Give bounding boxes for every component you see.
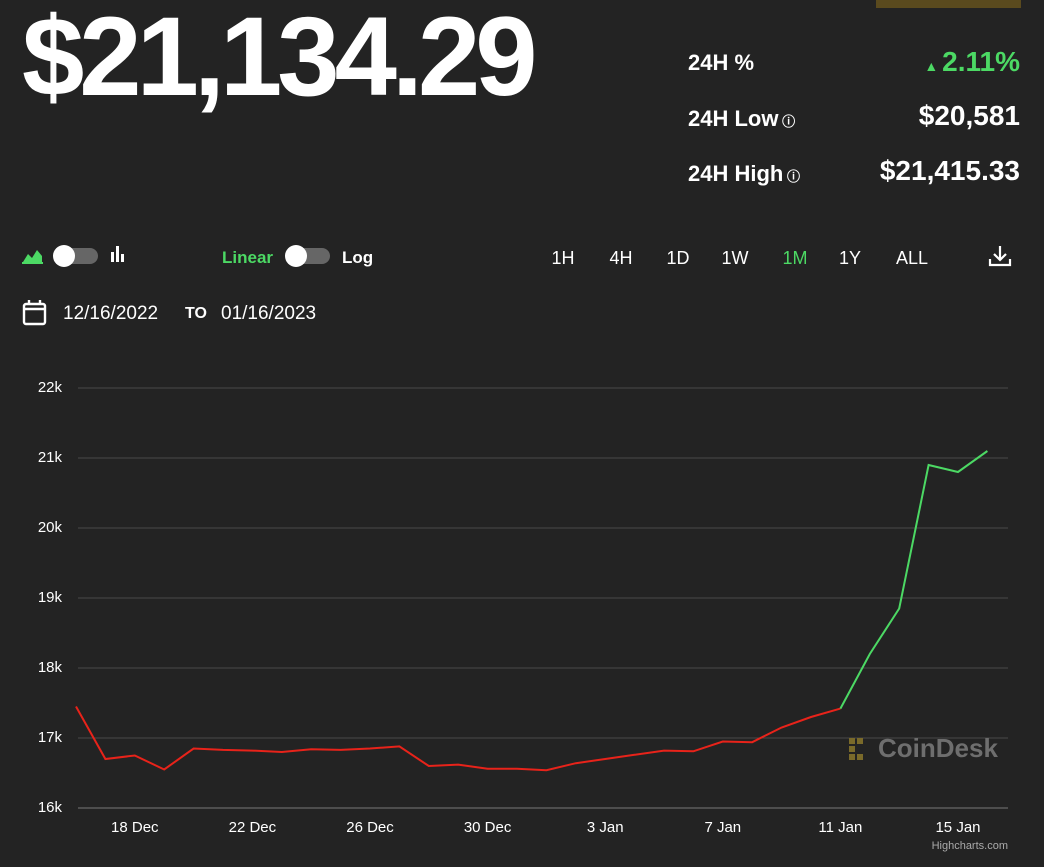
stat-label: 24H Low ⓘ [688,106,796,131]
range-button[interactable]: 1M [782,248,808,268]
range-button[interactable]: 1W [721,248,749,268]
range-button[interactable]: 1H [551,248,575,268]
stat-label: 24H High ⓘ [688,161,800,186]
date-from[interactable]: 12/16/2022 [63,303,159,324]
range-button[interactable]: 1D [666,248,690,268]
range-button[interactable]: ALL [895,248,929,268]
watermark: CoinDesk [878,733,998,763]
watermark-logo [849,738,863,760]
stat-label-text: 24H Low [688,106,779,131]
stat-value: $20,581 [918,100,1020,131]
chart-type-toggle[interactable] [22,244,132,270]
x-tick-label: 22 Dec [229,819,277,836]
scale-toggle[interactable] [282,244,332,270]
x-tick-label: 26 Dec [346,819,394,836]
stat-label: 24H % [688,50,755,75]
stat-value: $21,415.33 [879,155,1020,186]
x-tick-label: 3 Jan [587,819,624,836]
x-tick-label: 18 Dec [111,819,159,836]
y-tick-label: 17k [38,729,63,746]
y-tick-label: 19k [38,589,63,606]
stat-label-text: 24H High [688,161,784,186]
price-line [839,450,988,710]
x-tick-label: 30 Dec [464,819,512,836]
x-tick-label: 15 Jan [935,819,980,836]
price-line [75,706,841,772]
y-tick-label: 16k [38,799,63,816]
stat-value-text: 2.11% [942,46,1020,77]
download-icon[interactable] [988,244,1014,270]
date-to[interactable]: 01/16/2023 [221,303,317,324]
log-label[interactable]: Log [342,248,374,267]
y-tick-label: 21k [38,449,63,466]
x-tick-label: 11 Jan [818,819,862,836]
range-button[interactable]: 1Y [838,248,862,268]
date-to-label: TO [185,305,207,322]
calendar-icon[interactable] [22,299,48,327]
range-button[interactable]: 4H [609,248,633,268]
price: $21,134.29 [22,0,538,119]
y-tick-label: 22k [38,379,63,396]
stat-value: ▲ 2.11% [924,46,1020,77]
y-tick-label: 20k [38,519,63,536]
top-button[interactable] [876,0,1021,8]
credits: Highcharts.com [932,840,1008,852]
x-tick-label: 7 Jan [704,819,741,836]
linear-label[interactable]: Linear [222,248,274,267]
y-tick-label: 18k [38,659,63,676]
